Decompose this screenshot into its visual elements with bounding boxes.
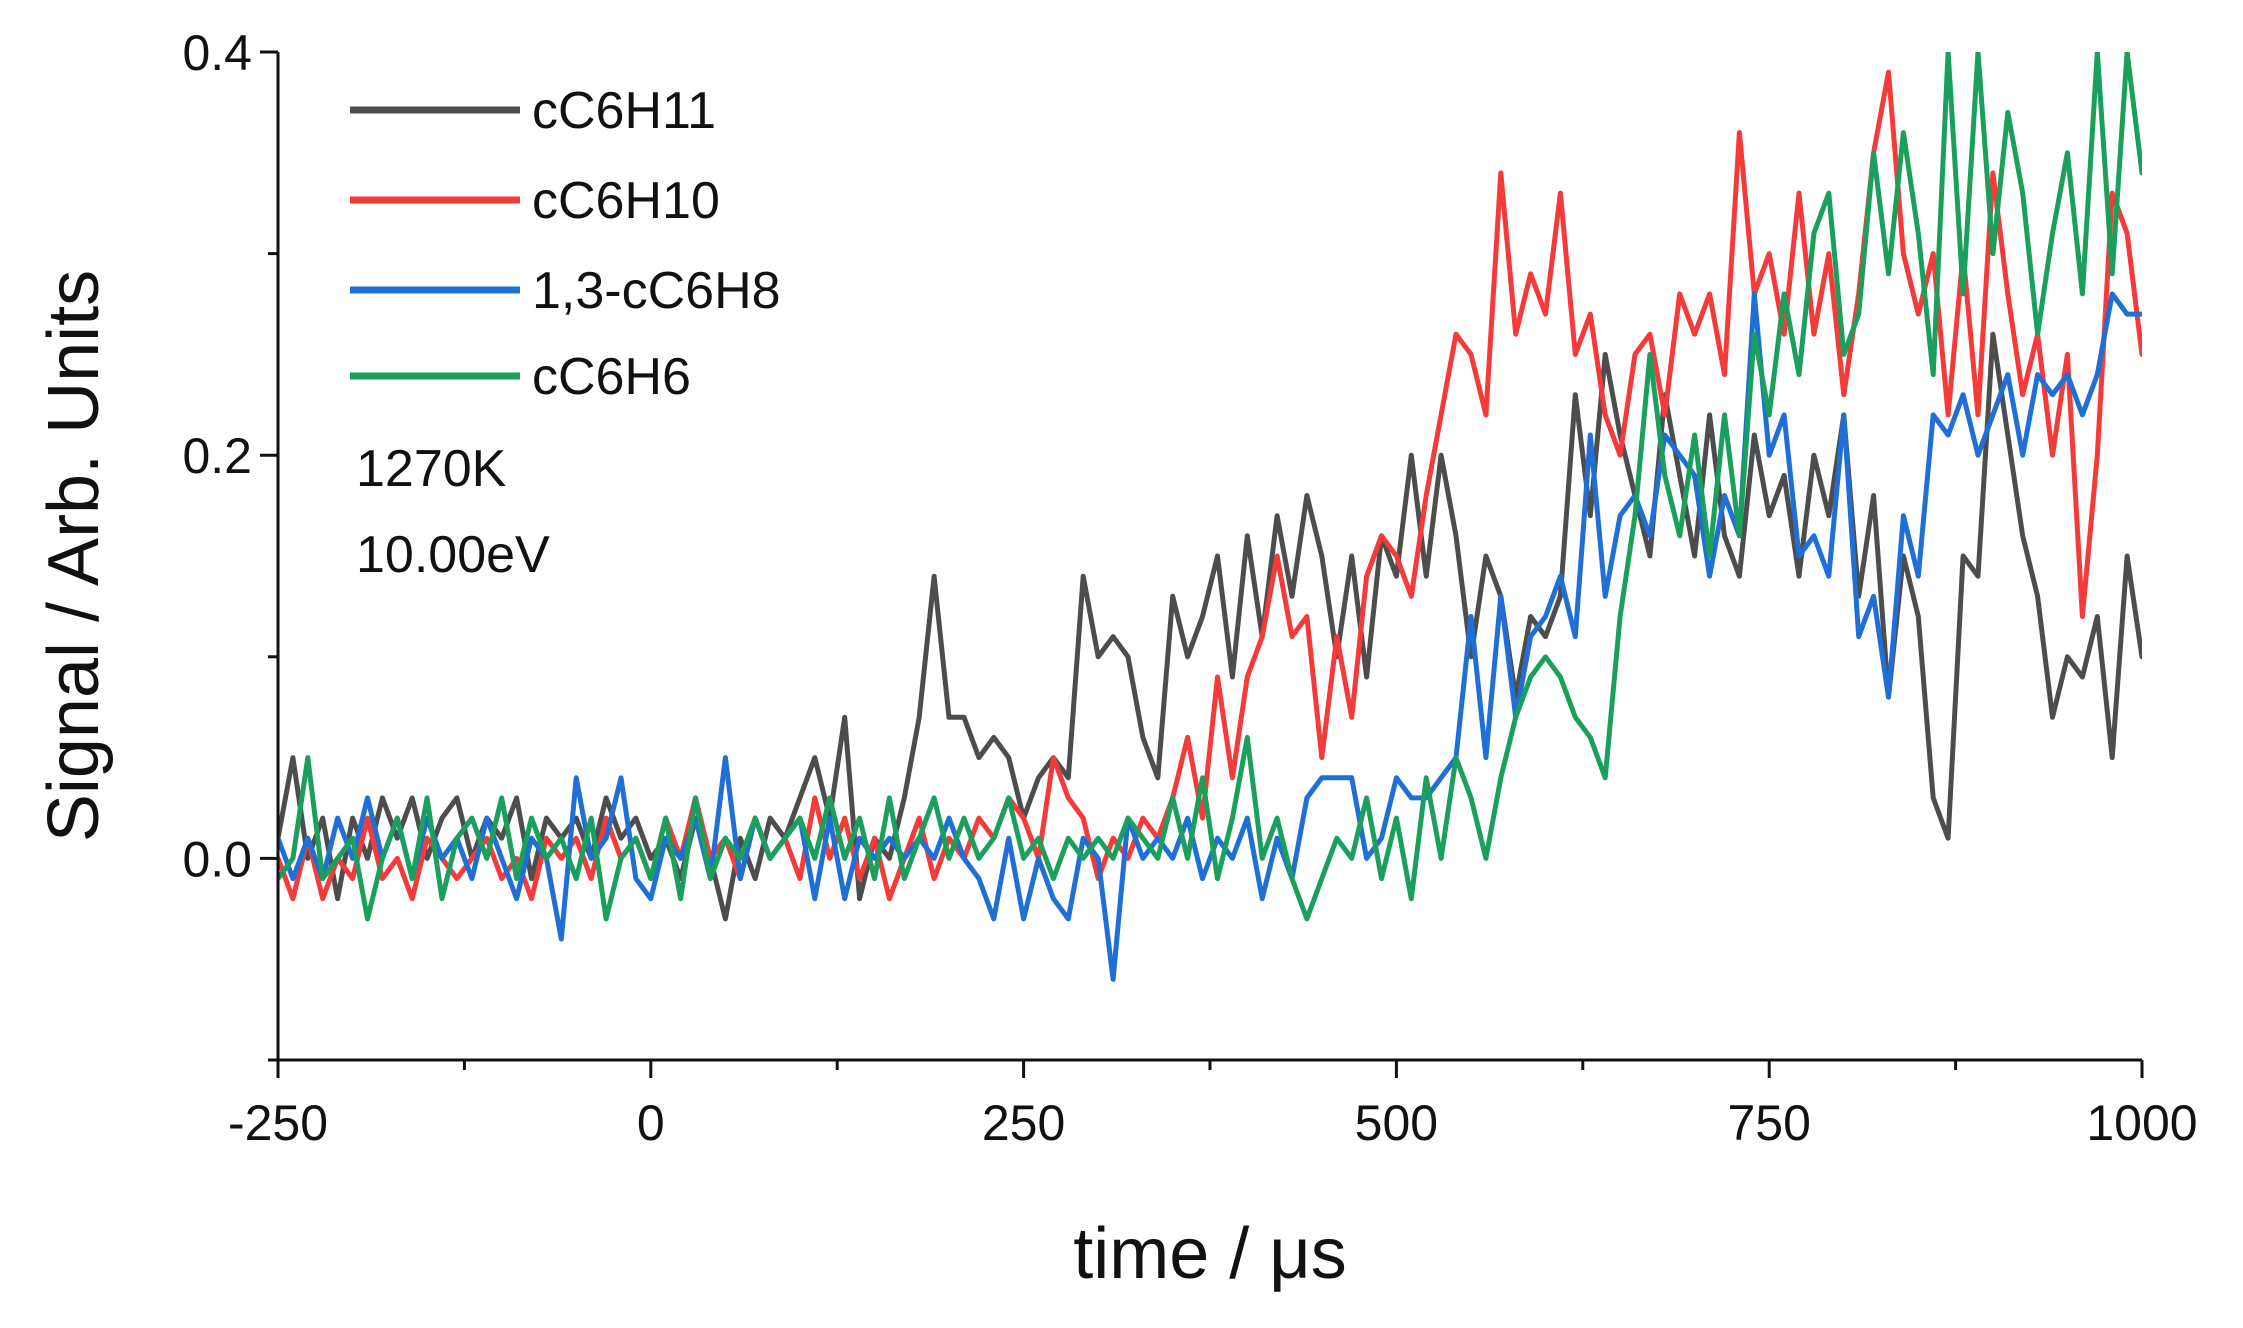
x-tick-label: 250 <box>982 1095 1065 1151</box>
x-tick-label: 750 <box>1727 1095 1810 1151</box>
series-line-cC6H6 <box>278 52 2142 922</box>
series-group <box>278 52 2142 982</box>
annotation-energy: 10.00eV <box>356 526 550 584</box>
legend-label-1-3-cC6H8: 1,3-cC6H8 <box>532 262 781 320</box>
axis-ticks <box>260 50 2144 1078</box>
y-tick-label: 0.4 <box>182 25 252 81</box>
y-axis-title: Signal / Arb. Units <box>34 270 114 842</box>
x-tick-label: 500 <box>1355 1095 1438 1151</box>
series-line-1-3-cC6H8 <box>278 291 2142 982</box>
legend: cC6H11 cC6H10 1,3-cC6H8 cC6H6 <box>350 82 781 406</box>
x-tick-label: -250 <box>228 1095 328 1151</box>
legend-label-cC6H6: cC6H6 <box>532 348 691 406</box>
x-tick-label: 0 <box>637 1095 665 1151</box>
y-tick-label: 0.0 <box>182 831 252 887</box>
x-tick-label: 1000 <box>2086 1095 2197 1151</box>
legend-label-cC6H10: cC6H10 <box>532 172 720 230</box>
legend-label-cC6H11: cC6H11 <box>532 82 716 140</box>
series-line-cC6H10 <box>278 69 2142 902</box>
y-tick-label: 0.2 <box>182 428 252 484</box>
tick-labels: -250 0 250 500 750 1000 0.0 0.2 0.4 <box>182 25 2197 1151</box>
x-axis-title: time / μs <box>1073 1214 1347 1294</box>
annotation-temperature: 1270K <box>356 440 507 498</box>
